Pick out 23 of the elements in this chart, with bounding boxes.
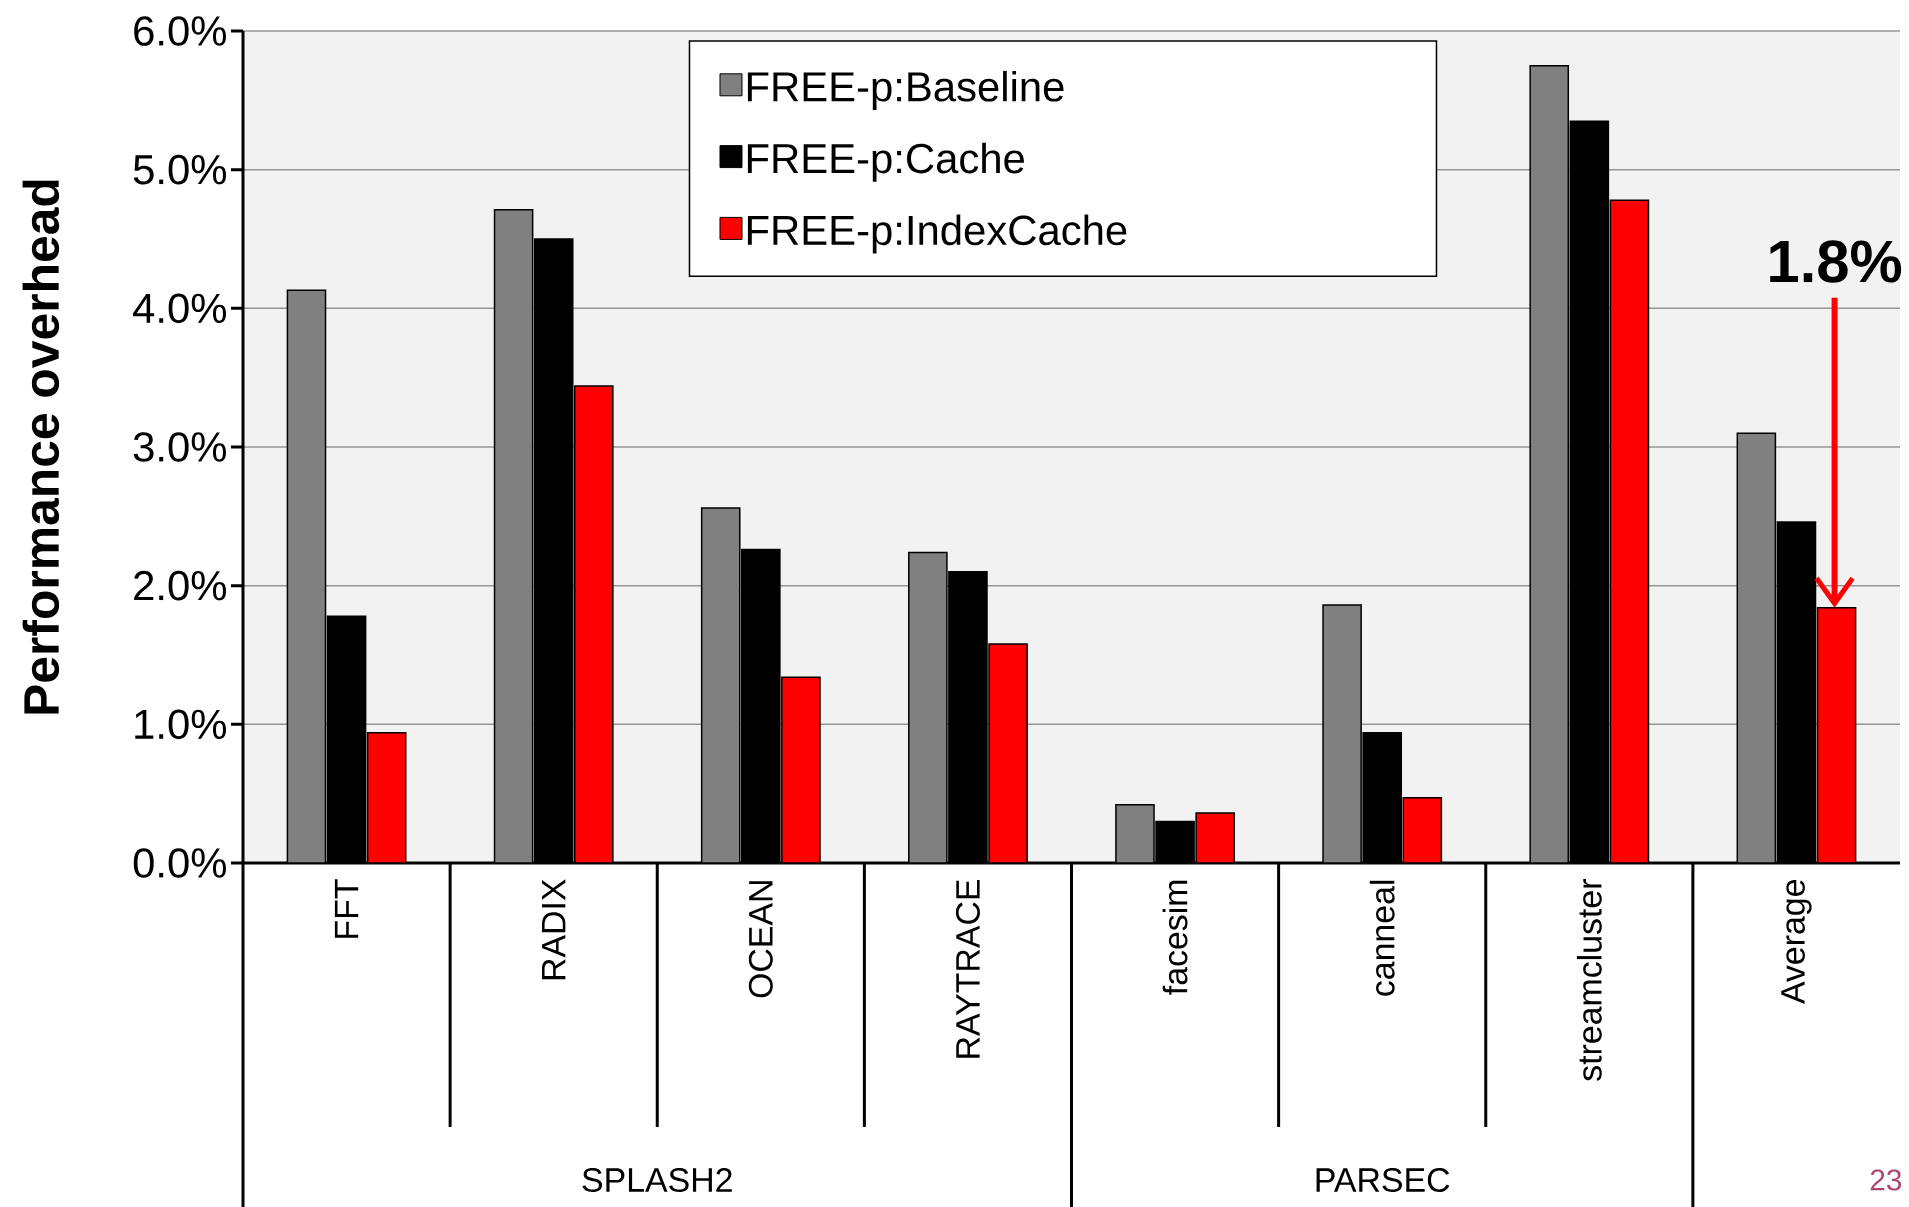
y-tick-label: 4.0%	[133, 293, 226, 324]
legend-label: FREE-p:Cache	[747, 142, 1024, 182]
x-tick-label: RADIX	[542, 879, 566, 980]
annotation: 1.8%	[1770, 240, 1902, 283]
text: SPLASH2	[582, 1168, 732, 1192]
y-tick-label: 2.0%	[134, 570, 226, 601]
y-tick-label: 3.0%	[133, 432, 226, 462]
x-tick-label: canneal	[1369, 880, 1395, 996]
y-axis-title: Performance overhead	[22, 180, 60, 714]
legend-label: FREE-p:IndexCache	[747, 214, 1127, 254]
legend-label: FREE-p:Baseline	[747, 70, 1064, 110]
y-tick-label: 5.0%	[133, 154, 226, 185]
x-tick-label: streamcluster	[1576, 879, 1602, 1081]
x-tick-label: OCEAN	[748, 881, 773, 998]
text: PARSEC	[1316, 1168, 1450, 1192]
y-tick-label: 1.0%	[135, 709, 226, 740]
text: 23	[1870, 1169, 1902, 1191]
x-tick-label: facesim	[1162, 880, 1188, 995]
x-tick-label: RAYTRACE	[955, 879, 980, 1058]
y-tick-label: 6.0%	[134, 16, 226, 46]
x-tick-label: FFT	[334, 879, 359, 938]
x-tick-label: Average	[1781, 880, 1812, 1005]
y-tick-label: 0.0%	[133, 848, 226, 878]
